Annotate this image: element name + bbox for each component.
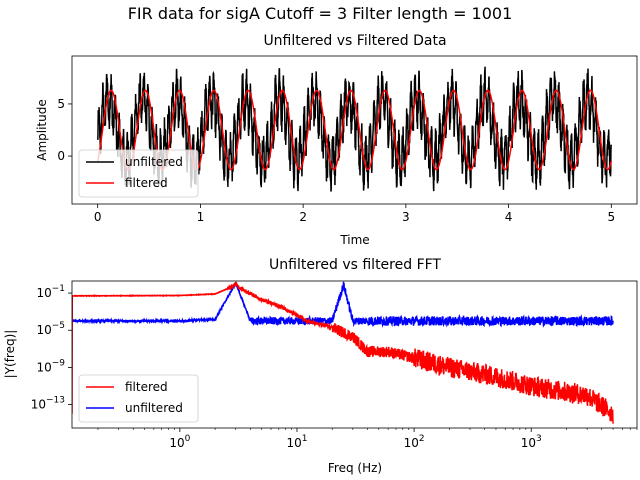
time-plot-frame: [71, 55, 638, 205]
series-filtered-time: [96, 89, 613, 171]
fft-xtick-label: 102: [404, 434, 425, 450]
time-xtick-label: 3: [402, 210, 410, 224]
time-plot-xlabel: Time: [339, 233, 369, 247]
time-xtick-label: 1: [197, 210, 205, 224]
fft-plot-series-group: [72, 281, 614, 424]
fft-plot-ticks: 100 101 102 103 10−13 10−9 10−5 10−1: [31, 284, 638, 450]
time-xtick-label: 2: [299, 210, 307, 224]
fft-xtick-label: 103: [521, 434, 542, 450]
fft-ytick-label: 10−13: [31, 396, 65, 412]
time-plot-title: Unfiltered vs Filtered Data: [263, 33, 446, 49]
fft-xtick-label: 101: [286, 434, 307, 450]
time-legend-label-unfiltered: unfiltered: [125, 155, 183, 169]
fft-legend-label-unfiltered: unfiltered: [125, 401, 183, 415]
fft-plot-ylabel: |Y(freq)|: [3, 330, 17, 379]
time-domain-plot: Unfiltered vs Filtered Data 0 1 2 3 4 5 0 5 Tim…: [35, 33, 638, 247]
fft-plot-xlabel: Freq (Hz): [328, 461, 382, 475]
fft-plot-title: Unfiltered vs filtered FFT: [269, 257, 441, 273]
fft-plot: Unfiltered vs filtered FFT 100 101 102 1031…: [3, 257, 638, 475]
fft-xtick-label: 100: [169, 434, 190, 450]
fft-plot-legend: filtered unfiltered: [78, 374, 199, 423]
series-unfiltered-time: [96, 66, 613, 192]
time-plot-ylabel: Amplitude: [35, 99, 49, 161]
time-plot-series-group: [96, 66, 613, 192]
fft-ytick-label: 10−1: [36, 284, 65, 300]
time-plot-ticks: 0 1 2 3 4 5 0 5: [57, 97, 615, 224]
fft-ytick-label: 10−9: [36, 358, 65, 374]
time-ytick-label: 0: [57, 149, 65, 163]
fft-ytick-label: 10−5: [36, 321, 65, 337]
figure-suptitle: FIR data for sigA Cutoff = 3 Filter leng…: [128, 4, 513, 23]
time-plot-legend: unfiltered filtered: [78, 149, 199, 198]
series-filtered-fft: [72, 281, 614, 424]
series-unfiltered-fft: [72, 281, 614, 328]
time-xtick-label: 5: [607, 210, 615, 224]
time-ytick-label: 5: [57, 97, 65, 111]
fft-plot-frame: [71, 280, 638, 429]
time-xtick-label: 0: [94, 210, 102, 224]
time-xtick-label: 4: [505, 210, 513, 224]
fft-legend-label-filtered: filtered: [125, 380, 168, 394]
time-legend-label-filtered: filtered: [125, 176, 168, 190]
